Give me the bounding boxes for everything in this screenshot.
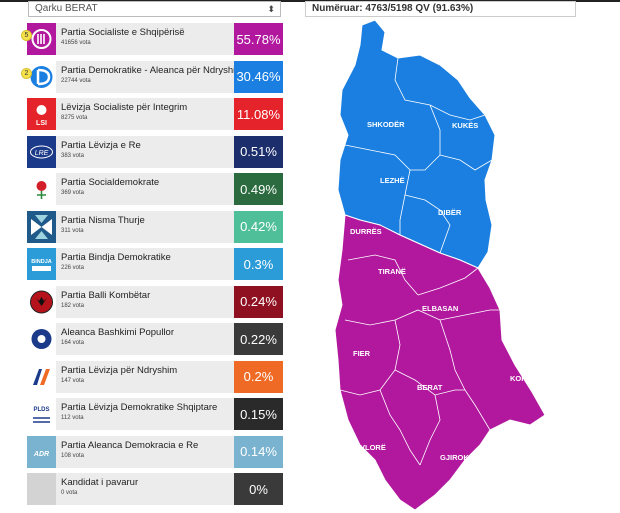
party-votes: 22744 vota	[61, 77, 91, 84]
svg-text:ADR: ADR	[33, 451, 49, 458]
party-percentage: 11.08%	[234, 98, 283, 130]
party-row[interactable]: Aleanca Bashkimi Popullor 164 vota 0.22%	[27, 323, 283, 355]
svg-text:LRE: LRE	[35, 150, 49, 157]
party-row[interactable]: ADR Partia Aleanca Demokracia e Re 108 vot…	[27, 435, 283, 468]
party-percentage: 55.78%	[234, 23, 283, 55]
map-label: BERAT	[417, 383, 443, 392]
balli-eagle-icon	[27, 285, 56, 318]
party-name: Partia Nisma Thurje	[61, 214, 145, 226]
party-name: Partia Lëvizja për Ndryshim	[61, 364, 178, 376]
party-row[interactable]: Partia Nisma Thurje 311 vota 0.42%	[27, 210, 283, 243]
map-region-south[interactable]	[334, 214, 546, 511]
party-percentage: 0.24%	[234, 285, 283, 318]
party-row[interactable]: 5 Partia Socialiste e Shqipërisë 41656 vot…	[21, 23, 283, 55]
party-name: Partia Demokratike - Aleanca për Ndryshi…	[61, 64, 244, 76]
party-percentage: 0.2%	[234, 360, 283, 393]
party-name: Kandidat i pavarur	[61, 477, 139, 488]
map-label: TIRANË	[378, 267, 406, 276]
party-votes: 311 vota	[61, 227, 84, 234]
svg-text:PLDS: PLDS	[33, 407, 49, 413]
party-name: Aleanca Bashkimi Popullor	[61, 327, 175, 338]
party-votes: 8275 vota	[61, 115, 88, 121]
party-name: Partia Bindja Demokratike	[61, 252, 171, 263]
party-percentage: 0.15%	[234, 398, 283, 430]
party-votes: 182 vota	[61, 302, 85, 309]
lre-logo-icon: LRE	[27, 135, 56, 168]
select-caret-icon: ⬍	[267, 4, 275, 14]
nisma-thurje-logo-icon	[27, 210, 56, 243]
party-row[interactable]: 2 Partia Demokratike - Aleanca për Ndrysh…	[21, 60, 283, 93]
party-percentage: 0.49%	[234, 173, 283, 205]
map-label: LEZHË	[380, 176, 405, 185]
map-label: KORÇË	[510, 374, 537, 383]
party-row[interactable]: Partia Lëvizja për Ndryshim 147 vota 0.2%	[27, 360, 283, 393]
map-label: VLORË	[360, 443, 386, 452]
albania-results-map: SHKODËR KUKËS LEZHË DIBËR DURRËS TIRANË ELBASA…	[334, 20, 546, 511]
party-votes: 0 vota	[61, 490, 78, 496]
map-label: KUKËS	[452, 121, 478, 130]
svg-text:LSI: LSI	[36, 120, 47, 127]
pd-logo-icon	[27, 60, 56, 93]
party-votes: 383 vota	[61, 152, 85, 159]
party-row[interactable]: PLDS Partia Lëvizja Demokratike Shqiptare…	[27, 398, 283, 430]
lsi-logo-icon: LSI	[27, 98, 56, 130]
party-percentage: 0.14%	[234, 435, 283, 468]
party-votes: 369 vota	[61, 190, 85, 196]
abp-logo-icon	[27, 323, 56, 355]
party-name: Partia Socialiste e Shqipërisë	[61, 27, 185, 38]
map-region-north[interactable]	[337, 20, 496, 269]
plds-logo-icon: PLDS	[27, 398, 56, 430]
region-borders	[339, 57, 500, 466]
map-label: DURRËS	[350, 227, 382, 236]
bindja-logo-icon: BINDJA	[27, 248, 56, 280]
party-name: Partia Aleanca Demokracia e Re	[61, 439, 199, 451]
party-name: Partia Lëvizja e Re	[61, 139, 141, 151]
psd-rose-icon	[27, 173, 56, 205]
party-votes: 147 vota	[61, 377, 85, 384]
party-name: Partia Balli Kombëtar	[61, 289, 151, 301]
party-row[interactable]: Partia Socialdemokrate 369 vota 0.49%	[27, 173, 283, 205]
lpn-logo-icon	[27, 360, 56, 393]
party-percentage: 0%	[234, 473, 283, 505]
party-row[interactable]: LRE Partia Lëvizja e Re 383 vota 0.51%	[27, 135, 283, 168]
ps-logo-icon	[27, 23, 56, 55]
svg-text:BINDJA: BINDJA	[31, 259, 52, 265]
map-label: ELBASAN	[422, 304, 458, 313]
party-results-list: 5 Partia Socialiste e Shqipërisë 41656 vot…	[21, 23, 283, 511]
party-votes: 108 vota	[61, 452, 85, 459]
region-select-value: Qarku BERAT	[35, 3, 98, 14]
seats-badge: 5	[21, 30, 32, 41]
counted-stations-label: Numëruar: 4763/5198 QV (91.63%)	[305, 1, 576, 17]
party-percentage: 0.42%	[234, 210, 283, 243]
seats-badge: 2	[21, 67, 32, 79]
map-label: GJIROKASTËR	[440, 453, 495, 462]
party-row[interactable]: BINDJA Partia Bindja Demokratike 226 vota 0…	[27, 248, 283, 280]
party-percentage: 30.46%	[234, 60, 283, 93]
party-percentage: 0.3%	[234, 248, 283, 280]
party-percentage: 0.22%	[234, 323, 283, 355]
party-votes: 41656 vota	[61, 40, 91, 46]
party-votes: 164 vota	[61, 340, 85, 346]
map-label: DIBËR	[438, 208, 462, 217]
map-labels: SHKODËR KUKËS LEZHË DIBËR DURRËS TIRANË ELBASA…	[350, 120, 537, 462]
map-label: FIER	[353, 349, 371, 358]
party-row[interactable]: LSI Lëvizja Socialiste për Integrim 8275 v…	[27, 98, 283, 130]
party-votes: 226 vota	[61, 265, 85, 271]
party-percentage: 0.51%	[234, 135, 283, 168]
party-row[interactable]: Kandidat i pavarur 0 vota 0%	[27, 473, 283, 505]
party-name: Lëvizja Socialiste për Integrim	[61, 102, 188, 113]
party-name: Partia Socialdemokrate	[61, 177, 160, 188]
party-votes: 112 vota	[61, 415, 84, 421]
placeholder-icon	[27, 473, 56, 505]
party-name: Partia Lëvizja Demokratike Shqiptare	[61, 402, 218, 413]
adr-logo-icon: ADR	[27, 435, 56, 468]
party-row[interactable]: Partia Balli Kombëtar 182 vota 0.24%	[27, 285, 283, 318]
region-select[interactable]: Qarku BERAT ⬍	[28, 1, 281, 17]
map-label: SHKODËR	[367, 120, 405, 129]
